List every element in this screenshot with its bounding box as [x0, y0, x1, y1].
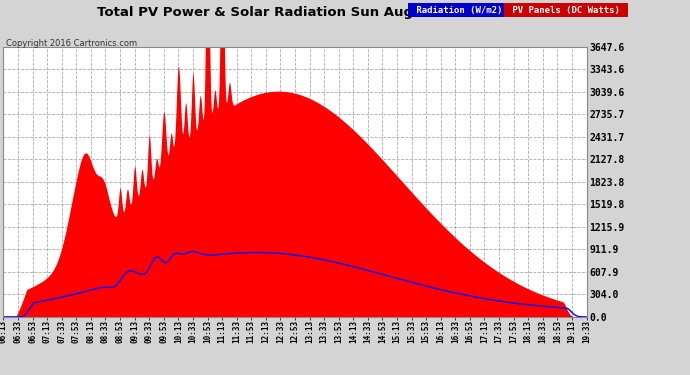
Text: Copyright 2016 Cartronics.com: Copyright 2016 Cartronics.com: [6, 39, 137, 48]
Text: PV Panels (DC Watts): PV Panels (DC Watts): [507, 6, 625, 15]
Text: Radiation (W/m2): Radiation (W/m2): [411, 6, 507, 15]
Text: Total PV Power & Solar Radiation Sun Aug 28 19:34: Total PV Power & Solar Radiation Sun Aug…: [97, 6, 483, 19]
